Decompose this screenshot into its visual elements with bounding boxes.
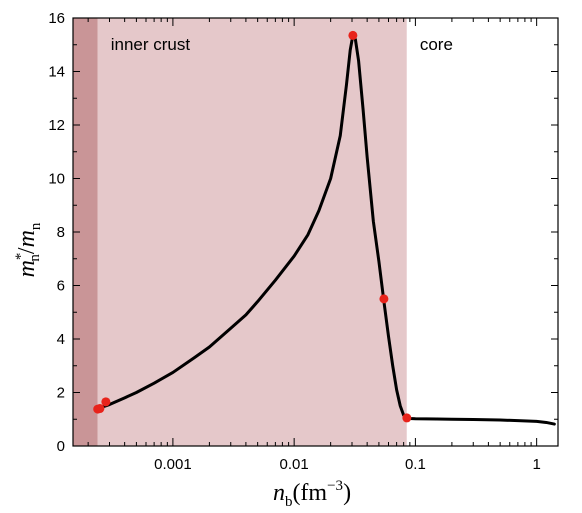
y-tick-label: 6 bbox=[57, 278, 65, 295]
y-axis-title: m*n/mn bbox=[13, 222, 44, 277]
x-title-unit-close: ) bbox=[343, 480, 351, 506]
x-title-unit-sup: −3 bbox=[327, 478, 343, 494]
x-title-base: n bbox=[273, 480, 285, 506]
y-tick-label: 10 bbox=[48, 171, 65, 188]
series-line-0 bbox=[96, 33, 556, 426]
region-backgrounds bbox=[73, 18, 558, 446]
data-marker-3 bbox=[348, 30, 358, 40]
markers-layer bbox=[93, 30, 412, 423]
data-marker-1 bbox=[95, 404, 105, 414]
region-label-core: core bbox=[420, 35, 453, 54]
y-title-sub2: n bbox=[28, 222, 44, 230]
region-label-inner-crust: inner crust bbox=[111, 35, 191, 54]
x-axis-title: nb(fm−3) bbox=[273, 478, 351, 510]
y-tick-label: 2 bbox=[57, 385, 65, 402]
region-labels: inner crust core bbox=[111, 35, 453, 54]
data-marker-2 bbox=[101, 397, 111, 407]
y-title-sub: n bbox=[27, 254, 43, 262]
y-title-sup: * bbox=[13, 253, 29, 261]
y-tick-label: 4 bbox=[57, 331, 65, 348]
region-inner-crust bbox=[97, 18, 407, 446]
data-marker-4 bbox=[379, 294, 389, 304]
y-title-slash: / bbox=[14, 247, 40, 254]
x-tick-label: 1 bbox=[532, 456, 540, 473]
ticks-layer: 0 2 4 6 8 10 12 14 16 0.001 0.01 0.1 1 bbox=[48, 10, 558, 473]
y-tick-label: 0 bbox=[57, 438, 65, 455]
y-tick-label: 8 bbox=[57, 224, 65, 241]
series-layer bbox=[96, 33, 556, 426]
data-marker-5 bbox=[402, 413, 412, 423]
region-core bbox=[406, 18, 558, 446]
x-title-unit-open: (fm bbox=[292, 480, 327, 506]
y-title-base: m bbox=[14, 260, 40, 277]
y-tick-label: 14 bbox=[48, 64, 65, 81]
y-tick-label: 12 bbox=[48, 117, 65, 134]
x-tick-label: 0.1 bbox=[405, 456, 426, 473]
y-tick-label: 16 bbox=[48, 10, 65, 27]
x-tick-label: 0.01 bbox=[280, 456, 309, 473]
x-title-sub: b bbox=[285, 494, 293, 510]
y-title-base2: m bbox=[14, 230, 40, 247]
x-tick-label: 0.001 bbox=[154, 456, 192, 473]
